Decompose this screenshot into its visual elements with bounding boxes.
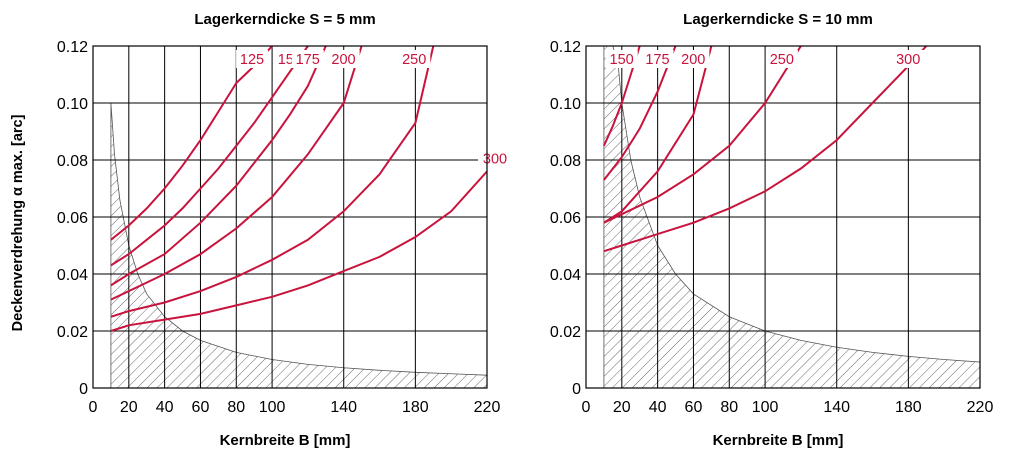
y-tick-label: 0.02	[57, 324, 88, 341]
x-tick-label: 0	[89, 399, 98, 416]
x-axis-label: Kernbreite B [mm]	[713, 432, 844, 449]
curve-label-300: 300	[896, 52, 920, 68]
y-tick-label: 0	[79, 381, 88, 398]
chart-panel-right: 150 175 200 250 300 0 20 40 60 80 100 140 180 220 0 0.0…	[550, 11, 994, 449]
y-tick-label: 0.04	[550, 267, 581, 284]
y-tick-label: 0.08	[57, 153, 88, 170]
x-tick-label: 140	[330, 399, 357, 416]
curve-250	[110, 46, 435, 318]
curve-label-250: 250	[770, 52, 794, 68]
curve-label-300: 300	[483, 151, 507, 167]
x-tick-label: 180	[402, 399, 429, 416]
curve-label-background	[478, 149, 510, 168]
y-tick-label: 0.04	[57, 267, 88, 284]
x-tick-label: 20	[120, 399, 138, 416]
curve-150	[110, 46, 309, 267]
x-tick-label: 100	[752, 399, 779, 416]
y-tick-label: 0.02	[550, 324, 581, 341]
x-tick-label: 220	[967, 399, 994, 416]
curve-label-150: 150	[610, 52, 634, 68]
x-tick-label: 60	[192, 399, 210, 416]
y-tick-label: 0	[572, 381, 581, 398]
y-tick-label: 0.08	[550, 153, 581, 170]
curve-250	[603, 46, 802, 224]
curve-label-background	[641, 50, 674, 68]
curve-300	[603, 46, 928, 253]
plot-frame	[585, 45, 981, 389]
curve-label-175: 175	[645, 52, 669, 68]
curve-125	[110, 46, 273, 241]
curve-label-background	[236, 50, 269, 68]
curve-300	[110, 170, 487, 332]
curve-label-200: 200	[331, 52, 355, 68]
hatched-region	[110, 102, 487, 388]
curve-label-background	[677, 50, 710, 68]
x-tick-label: 40	[649, 399, 667, 416]
chart-title: Lagerkerndicke S = 5 mm	[194, 11, 375, 28]
x-tick-label: 40	[156, 399, 174, 416]
curve-label-background	[605, 50, 638, 68]
curve-200	[603, 46, 713, 224]
curve-label-background	[327, 50, 360, 68]
y-tick-label: 0.12	[57, 39, 88, 56]
x-axis-label: Kernbreite B [mm]	[220, 432, 351, 449]
x-tick-label: 80	[227, 399, 245, 416]
curve-label-background	[398, 50, 431, 68]
curve-label-125: 125	[240, 52, 264, 68]
x-tick-label: 100	[259, 399, 286, 416]
curve-label-background	[765, 50, 798, 68]
y-axis-label: Deckenverdrehung α max. [arc]	[10, 114, 26, 331]
curve-label-background	[892, 50, 925, 68]
curve-label-background	[291, 50, 324, 68]
y-tick-label: 0.12	[550, 39, 581, 56]
curve-175	[603, 46, 677, 181]
x-tick-label: 180	[895, 399, 922, 416]
curve-200	[110, 46, 363, 301]
hatched-region	[603, 46, 980, 388]
curve-label-250: 250	[402, 52, 426, 68]
y-tick-label: 0.06	[57, 210, 88, 227]
x-tick-label: 0	[582, 399, 591, 416]
x-tick-label: 220	[474, 399, 501, 416]
x-tick-label: 60	[685, 399, 703, 416]
curve-175	[110, 46, 327, 287]
chart-title: Lagerkerndicke S = 10 mm	[683, 11, 873, 28]
x-tick-label: 20	[613, 399, 631, 416]
x-tick-label: 140	[823, 399, 850, 416]
plot-frame	[92, 45, 488, 389]
curve-label-175: 175	[296, 52, 320, 68]
y-tick-label: 0.10	[550, 96, 581, 113]
y-tick-label: 0.06	[550, 210, 581, 227]
x-tick-label: 80	[720, 399, 738, 416]
y-tick-label: 0.10	[57, 96, 88, 113]
curve-label-200: 200	[681, 52, 705, 68]
